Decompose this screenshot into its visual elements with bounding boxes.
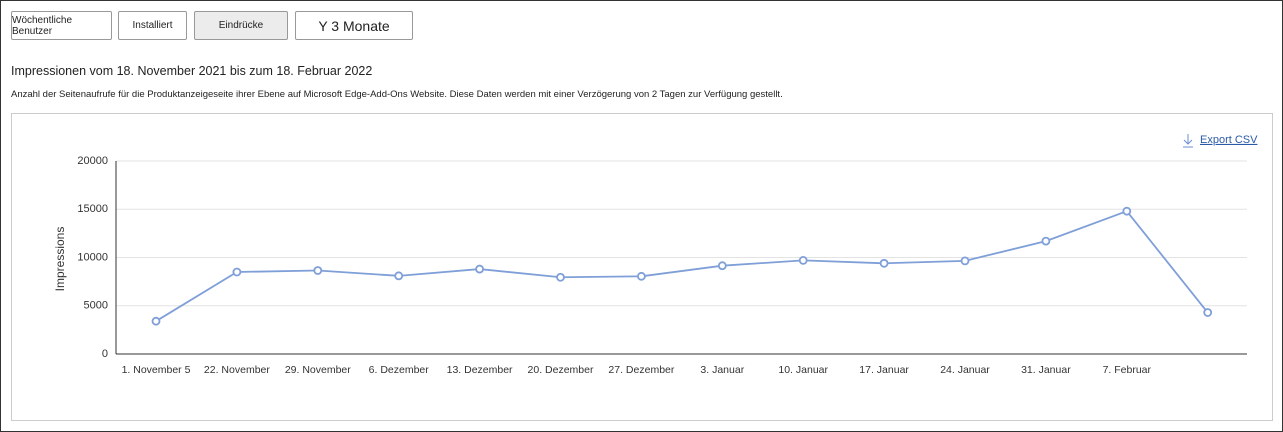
x-tick-label: 1. November 5 xyxy=(122,364,191,376)
point xyxy=(798,255,808,265)
x-tick-label: 3. Januar xyxy=(700,364,744,376)
y-tick-label: 10000 xyxy=(77,251,108,263)
x-tick-label: 13. Dezember xyxy=(447,364,513,376)
chart-panel xyxy=(11,113,1273,421)
x-tick-label: 22. November xyxy=(204,364,270,376)
tab[interactable]: Wöchentliche Benutzer xyxy=(11,11,112,40)
x-tick-label: 27. Dezember xyxy=(608,364,674,376)
y-tick-label: 5000 xyxy=(84,300,108,312)
x-tick-label: 29. November xyxy=(285,364,351,376)
export-link[interactable]: Export CSV xyxy=(1200,134,1258,146)
export-icon xyxy=(1183,134,1193,148)
x-tick-label: 31. Januar xyxy=(1021,364,1071,376)
export-button[interactable]: Export CSV xyxy=(1183,134,1258,148)
point xyxy=(556,272,565,282)
tab[interactable]: Eindrücke xyxy=(194,11,288,40)
point xyxy=(1203,308,1213,317)
point xyxy=(637,271,646,281)
point xyxy=(475,264,485,274)
point xyxy=(394,271,404,281)
point xyxy=(313,266,323,275)
x-tick-label: 10. Januar xyxy=(778,364,828,376)
point xyxy=(1041,236,1051,246)
point xyxy=(879,258,889,268)
y-tick-label: 20000 xyxy=(77,155,108,167)
line xyxy=(155,210,1209,322)
point xyxy=(717,261,727,271)
point xyxy=(960,256,970,266)
y-tick-label: 0 xyxy=(102,348,108,360)
x-tick-label: 20. Dezember xyxy=(528,364,594,376)
x-tick-label: 24. Januar xyxy=(940,364,990,376)
description: Anzahl der Seitenaufrufe für die Produkt… xyxy=(11,89,783,100)
x-tick-label: 7. Februar xyxy=(1103,364,1152,376)
point xyxy=(232,267,242,277)
heading: Impressionen vom 18. November 2021 bis z… xyxy=(11,64,373,78)
y-axis-label: Impressions xyxy=(53,227,67,292)
tab[interactable]: Installiert xyxy=(118,11,187,40)
x-tick-label: 6. Dezember xyxy=(369,364,430,376)
y-tick-label: 15000 xyxy=(77,203,108,215)
point xyxy=(1122,206,1132,216)
tab[interactable]: Y 3 Monate xyxy=(295,11,413,40)
x-tick-label: 17. Januar xyxy=(859,364,909,376)
point xyxy=(151,316,161,326)
